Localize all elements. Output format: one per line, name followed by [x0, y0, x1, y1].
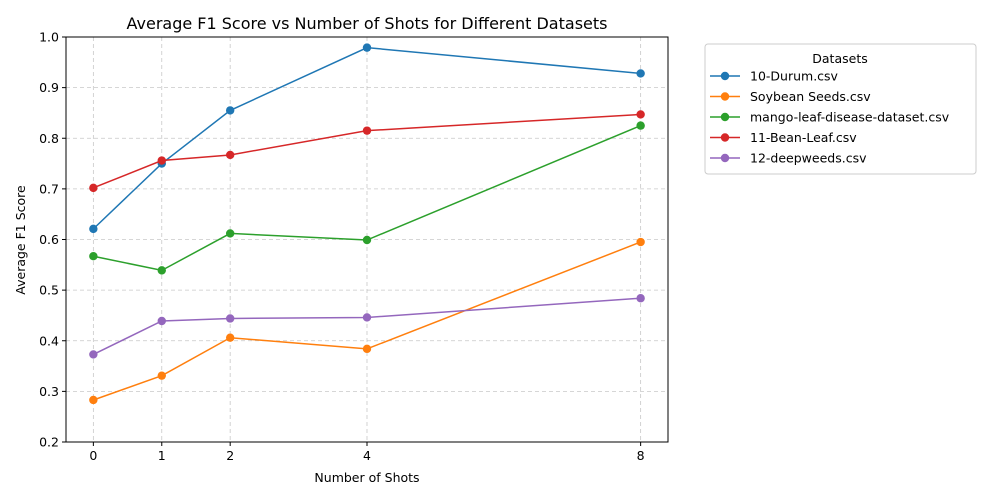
legend: Datasets 10-Durum.csv Soybean Seeds.csv ma… [704, 43, 977, 175]
x-axis-ticks: 0 1 2 4 8 [89, 442, 645, 463]
legend-item: 11-Bean-Leaf.csv [710, 130, 857, 145]
data-point [157, 371, 166, 380]
data-point [225, 229, 235, 238]
x-tick-label: 0 [89, 448, 97, 463]
y-tick-label: 1.0 [39, 30, 59, 45]
data-point [225, 106, 235, 115]
y-tick-label: 0.8 [39, 131, 59, 146]
legend-marker [720, 112, 730, 122]
legend-label: 11-Bean-Leaf.csv [750, 130, 857, 145]
legend-label: Soybean Seeds.csv [750, 89, 871, 104]
data-point [89, 252, 98, 261]
data-point [636, 110, 645, 119]
x-tick-label: 2 [226, 448, 234, 463]
series-group [89, 110, 645, 193]
data-point [157, 156, 166, 165]
y-tick-label: 0.7 [39, 181, 59, 196]
data-point [362, 235, 372, 245]
y-tick-label: 0.5 [39, 283, 59, 298]
data-point [362, 313, 372, 322]
data-point [362, 344, 372, 354]
x-axis-label: Number of Shots [314, 470, 419, 485]
data-point [89, 350, 98, 359]
data-point [362, 43, 372, 52]
data-point [636, 237, 645, 247]
legend-title: Datasets [812, 51, 867, 66]
legend-item: 12-deepweeds.csv [710, 151, 867, 166]
y-tick-label: 0.3 [39, 384, 59, 399]
series-group [89, 237, 645, 405]
series-group [89, 294, 645, 359]
legend-item: Soybean Seeds.csv [710, 89, 871, 104]
y-tick-label: 0.9 [39, 80, 59, 95]
data-point [362, 126, 372, 135]
legend-box [704, 43, 977, 175]
data-point [636, 121, 645, 130]
series-group [89, 121, 645, 275]
chart-title: Average F1 Score vs Number of Shots for … [127, 14, 608, 33]
data-point [636, 294, 645, 303]
data-point [89, 224, 98, 234]
x-tick-label: 1 [158, 448, 166, 463]
x-tick-label: 8 [637, 448, 645, 463]
data-point [157, 266, 166, 275]
legend-marker [720, 153, 730, 163]
y-tick-label: 0.6 [39, 232, 59, 247]
legend-label: 10-Durum.csv [750, 69, 839, 84]
y-tick-label: 0.2 [39, 435, 59, 450]
y-axis-ticks: 0.2 0.3 0.4 0.5 0.6 0.7 0.8 0.9 1.0 [39, 30, 66, 450]
y-tick-label: 0.4 [39, 333, 59, 348]
data-point [225, 333, 235, 342]
legend-label: mango-leaf-disease-dataset.csv [750, 110, 950, 125]
legend-item: mango-leaf-disease-dataset.csv [710, 110, 950, 125]
data-point [89, 183, 98, 193]
legend-marker [720, 92, 730, 101]
x-tick-label: 4 [363, 448, 371, 463]
y-axis-label: Average F1 Score [13, 185, 28, 295]
legend-label: 12-deepweeds.csv [750, 151, 867, 166]
data-point [225, 150, 235, 160]
series-lines [89, 43, 645, 405]
legend-marker [720, 133, 730, 142]
legend-marker [720, 71, 730, 81]
legend-items: 10-Durum.csv Soybean Seeds.csv mango-leaf-… [710, 69, 950, 166]
data-point [157, 316, 166, 326]
data-point [636, 69, 645, 78]
data-point [89, 395, 98, 405]
data-point [225, 314, 235, 323]
legend-item: 10-Durum.csv [710, 69, 839, 84]
